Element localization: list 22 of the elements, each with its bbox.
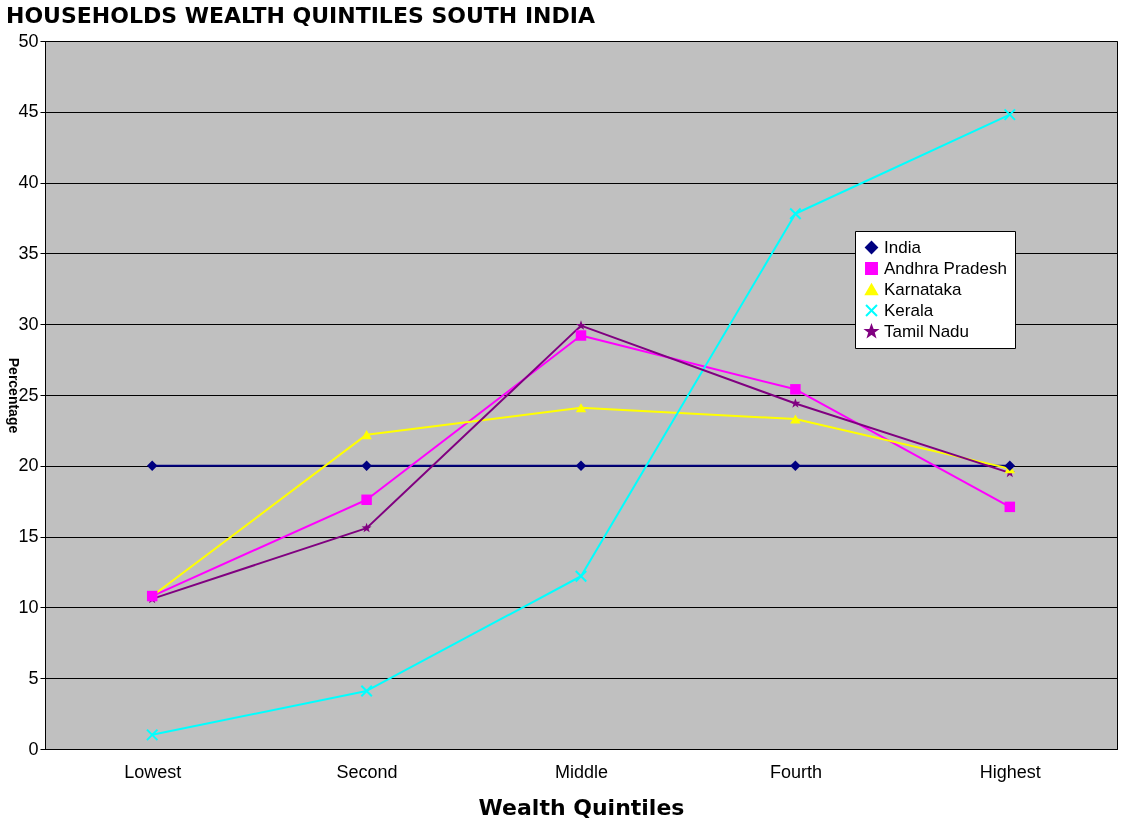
- chart-title: HOUSEHOLDS WEALTH QUINTILES SOUTH INDIA: [5, 3, 595, 28]
- y-tick-label: 30: [18, 313, 39, 334]
- y-tick-label: 35: [18, 242, 39, 263]
- y-tick-label: 10: [18, 596, 39, 617]
- x-tick-label: Fourth: [769, 761, 822, 782]
- legend-label: Andhra Pradesh: [884, 258, 1007, 278]
- x-tick-label: Highest: [979, 761, 1041, 782]
- y-tick-label: 50: [18, 30, 39, 51]
- y-tick-label: 15: [18, 526, 39, 547]
- legend-label: Kerala: [884, 300, 934, 320]
- x-tick-label: Second: [336, 761, 398, 782]
- y-tick-label: 0: [28, 738, 39, 759]
- y-tick-label: 5: [28, 667, 39, 688]
- legend-label: Tamil Nadu: [884, 321, 970, 341]
- legend-label: India: [884, 237, 922, 257]
- y-tick-label: 45: [18, 101, 39, 122]
- x-tick-label: Lowest: [124, 761, 182, 782]
- y-tick-label: 20: [18, 455, 39, 476]
- legend-label: Karnataka: [884, 279, 963, 299]
- x-tick-label: Middle: [554, 761, 609, 782]
- y-tick-label: 40: [18, 172, 39, 193]
- x-axis-title: Wealth Quintiles: [478, 794, 685, 820]
